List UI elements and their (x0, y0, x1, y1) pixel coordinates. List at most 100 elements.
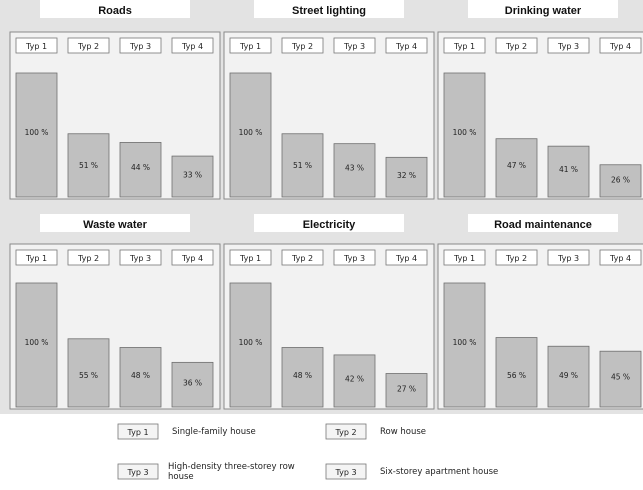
bar (67, 338, 110, 408)
legend-key-box (325, 463, 367, 480)
value-label: 47 % (507, 161, 526, 170)
category-header-box (443, 249, 486, 266)
chart-panel: Road maintenance Typ 1 100 % Typ 2 56 % Typ 3… (437, 214, 643, 410)
category-header-box (333, 37, 376, 54)
value-label: 100 % (25, 338, 49, 347)
value-label: 26 % (611, 175, 630, 184)
category-label: Typ 2 (77, 254, 99, 263)
category-header-box (547, 249, 590, 266)
value-label: 44 % (131, 163, 150, 172)
category-label: Typ 1 (453, 42, 475, 51)
category-label: Typ 4 (609, 42, 631, 51)
category-header-box (171, 37, 214, 54)
bar (171, 155, 214, 198)
bar (229, 72, 272, 198)
value-label: 48 % (293, 371, 312, 380)
value-label: 100 % (239, 128, 263, 137)
panel-title-background (468, 0, 618, 18)
legend-label: Six-storey apartment house (380, 467, 498, 477)
bar (67, 133, 110, 198)
category-label: Typ 2 (505, 254, 527, 263)
legend-key-box (325, 423, 367, 440)
chart-panel: Drinking water Typ 1 100 % Typ 2 47 % Typ 3 41… (437, 0, 643, 200)
category-header-box (599, 249, 642, 266)
bar (15, 282, 58, 408)
value-label: 41 % (559, 165, 578, 174)
category-label: Typ 4 (609, 254, 631, 263)
value-label: 100 % (453, 128, 477, 137)
category-header-box (281, 249, 324, 266)
value-label: 100 % (239, 338, 263, 347)
chart-panels: Roads Typ 1 100 % Typ 2 51 % Typ 3 44 % Typ 4 33… (9, 0, 643, 410)
bar (443, 282, 486, 408)
value-label: 55 % (79, 371, 98, 380)
category-header-box (333, 249, 376, 266)
category-header-box (281, 37, 324, 54)
legend-item: Typ 3 Six-storey apartment house (325, 463, 498, 480)
bar (547, 145, 590, 198)
chart-panel: Street lighting Typ 1 100 % Typ 2 51 % Typ 3 4… (223, 0, 435, 200)
bar (229, 282, 272, 408)
panel-title-background (40, 214, 190, 232)
category-header-box (171, 249, 214, 266)
legend-key-box (117, 463, 159, 480)
panel-title: Road maintenance (494, 219, 592, 231)
category-label: Typ 3 (129, 254, 151, 263)
category-label: Typ 1 (453, 254, 475, 263)
chart-panel: Roads Typ 1 100 % Typ 2 51 % Typ 3 44 % Typ 4 33… (9, 0, 221, 200)
bar (171, 361, 214, 408)
legend-label: High-density three-storey row house (168, 462, 295, 482)
bar (495, 337, 538, 408)
category-label: Typ 1 (239, 254, 261, 263)
panel-title: Street lighting (292, 5, 366, 17)
value-label: 43 % (345, 164, 364, 173)
value-label: 45 % (611, 372, 630, 381)
bar (385, 156, 428, 198)
category-header-box (443, 37, 486, 54)
panel-title-background (468, 214, 618, 232)
legend-background (0, 414, 643, 490)
category-label: Typ 2 (291, 254, 313, 263)
legend: Typ 1 Single-family house Typ 2 Row houseTy… (0, 414, 643, 490)
value-label: 42 % (345, 374, 364, 383)
legend-label: Single-family house (172, 427, 256, 437)
value-label: 56 % (507, 371, 526, 380)
value-label: 48 % (131, 371, 150, 380)
category-label: Typ 3 (343, 42, 365, 51)
category-header-box (119, 37, 162, 54)
bar (443, 72, 486, 198)
category-header-box (15, 249, 58, 266)
category-header-box (229, 37, 272, 54)
category-label: Typ 1 (25, 254, 47, 263)
legend-key: Typ 3 (334, 468, 356, 477)
bar (333, 354, 376, 408)
legend-item: Typ 3 High-density three-storey row house (117, 462, 295, 482)
panel-title: Drinking water (505, 5, 582, 17)
value-label: 49 % (559, 371, 578, 380)
panel-title: Waste water (83, 219, 148, 231)
value-label: 33 % (183, 170, 202, 179)
category-header-box (67, 249, 110, 266)
bar (15, 72, 58, 198)
category-label: Typ 4 (395, 254, 417, 263)
bar (385, 373, 428, 408)
panel-title-background (254, 214, 404, 232)
panel-title: Electricity (303, 219, 356, 231)
value-label: 100 % (453, 338, 477, 347)
category-header-box (67, 37, 110, 54)
category-label: Typ 4 (181, 42, 203, 51)
legend-item: Typ 2 Row house (325, 423, 426, 440)
legend-label: Row house (380, 427, 426, 437)
category-label: Typ 3 (557, 254, 579, 263)
chart-panel: Waste water Typ 1 100 % Typ 2 55 % Typ 3 48 % T… (9, 214, 221, 410)
bar (599, 350, 642, 408)
category-label: Typ 1 (25, 42, 47, 51)
bar (495, 138, 538, 198)
value-label: 51 % (79, 161, 98, 170)
chart-panel: Electricity Typ 1 100 % Typ 2 48 % Typ 3 42 % T… (223, 214, 435, 410)
panel-title: Roads (98, 5, 132, 17)
bar (119, 142, 162, 198)
legend-key: Typ 3 (126, 468, 148, 477)
category-label: Typ 3 (343, 254, 365, 263)
